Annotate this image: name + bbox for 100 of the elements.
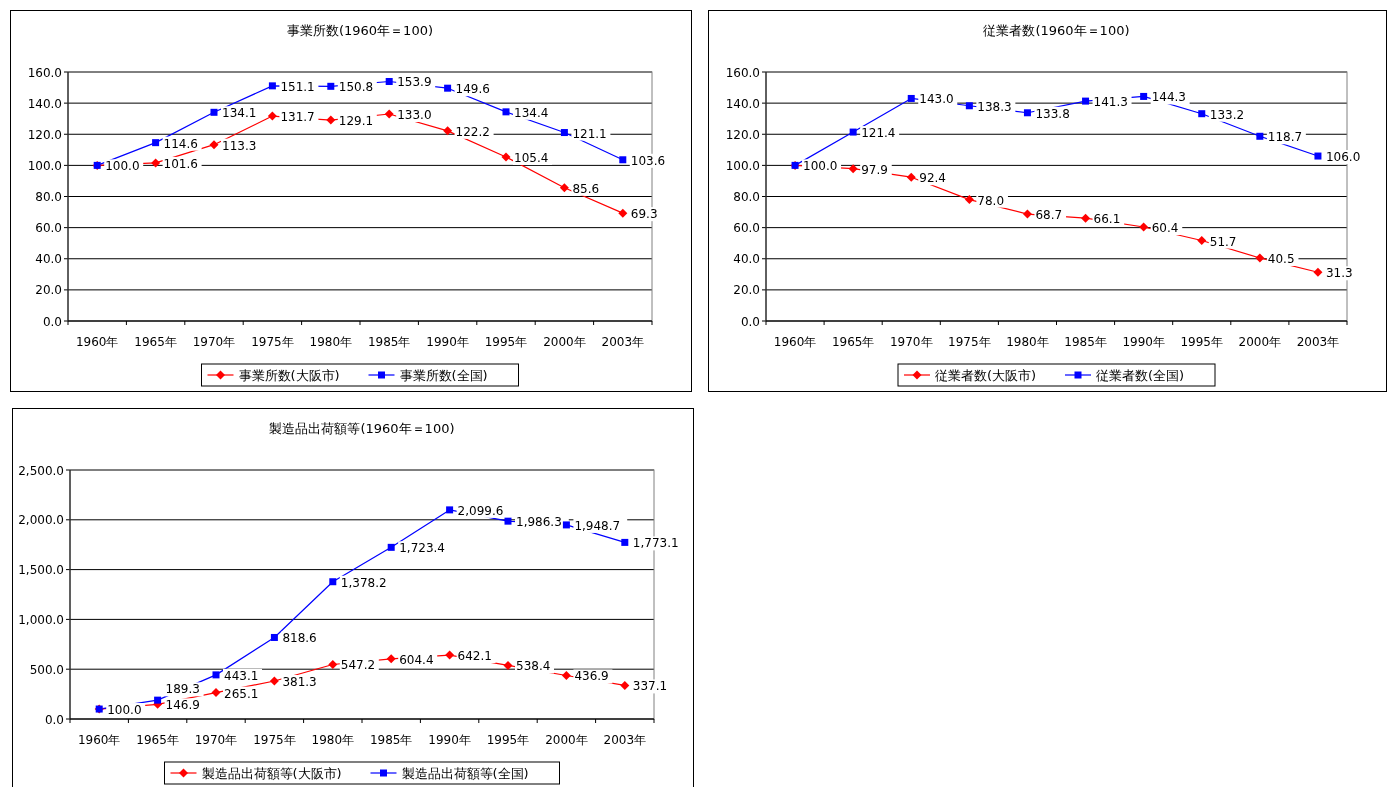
point	[619, 156, 627, 164]
y-tick-label: 40.0	[35, 252, 62, 267]
point	[848, 164, 858, 174]
point	[1023, 109, 1031, 117]
x-tick-label: 1995年	[486, 733, 530, 747]
x-tick-label: 1970年	[192, 335, 236, 349]
data-label: 143.0	[919, 92, 954, 107]
x-tick-label: 1975年	[948, 335, 991, 349]
data-label: 69.3	[630, 207, 658, 222]
data-label: 443.1	[224, 668, 259, 683]
data-label: 40.5	[1267, 251, 1295, 266]
legend-label: 従業者数(大阪市)	[935, 368, 1037, 383]
y-tick-label: 60.0	[733, 221, 760, 236]
data-label: 51.7	[1209, 234, 1237, 249]
point	[384, 109, 394, 119]
point	[849, 128, 857, 136]
data-label: 1,378.2	[340, 575, 387, 590]
point	[444, 84, 452, 92]
data-label: 133.8	[1035, 106, 1070, 121]
point	[1140, 92, 1148, 100]
data-label: 538.4	[516, 659, 551, 674]
chart-title: 製造品出荷額等(1960年＝100)	[269, 421, 455, 436]
point	[154, 696, 162, 704]
x-tick-label: 1980年	[309, 335, 353, 349]
data-label: 547.2	[340, 658, 376, 673]
point	[152, 139, 160, 147]
point	[562, 521, 570, 529]
legend-label: 製造品出荷額等(全国)	[401, 766, 529, 781]
point	[1313, 267, 1323, 277]
y-tick-label: 60.0	[35, 221, 62, 236]
point	[210, 108, 218, 116]
x-tick-label: 1965年	[831, 335, 875, 349]
x-tick-label: 2000年	[545, 733, 588, 747]
data-label: 1,948.7	[574, 518, 621, 533]
data-label: 122.2	[455, 124, 490, 139]
data-label: 1,986.3	[516, 515, 562, 530]
y-tick-label: 2,500.0	[18, 463, 64, 478]
point	[212, 671, 220, 679]
y-tick-label: 80.0	[733, 190, 760, 204]
y-tick-label: 140.0	[725, 96, 760, 111]
data-label: 1,723.4	[399, 541, 446, 556]
legend-label: 製造品出荷額等(大阪市)	[201, 766, 342, 781]
data-label: 141.3	[1093, 95, 1128, 110]
point	[445, 650, 455, 660]
point	[560, 129, 568, 137]
data-label: 103.6	[630, 153, 666, 168]
y-tick-label: 0.0	[44, 712, 64, 727]
point	[267, 111, 277, 121]
y-tick-label: 0.0	[42, 314, 62, 329]
data-label: 436.9	[574, 669, 609, 684]
x-tick-label: 2003年	[1296, 335, 1340, 349]
x-tick-label: 1980年	[1006, 335, 1049, 349]
y-tick-label: 20.0	[35, 283, 62, 298]
point	[446, 506, 454, 514]
data-label: 97.9	[861, 162, 888, 177]
data-label: 100.0	[803, 159, 838, 174]
x-tick-label: 1990年	[428, 733, 471, 747]
chart-title: 事業所数(1960年＝100)	[286, 23, 434, 38]
y-tick-label: 160.0	[725, 65, 760, 80]
x-tick-label: 1970年	[194, 733, 238, 747]
data-label: 131.7	[280, 110, 315, 125]
point	[621, 538, 629, 546]
legend-label: 事業所数(大阪市)	[238, 368, 340, 383]
point	[965, 102, 973, 110]
point	[1255, 253, 1265, 263]
point	[269, 676, 279, 686]
x-tick-label: 1960年	[773, 335, 817, 349]
x-tick-label: 2000年	[1238, 335, 1282, 349]
data-label: 114.6	[163, 136, 198, 151]
x-tick-label: 1995年	[1180, 335, 1224, 349]
data-label: 101.6	[163, 156, 198, 171]
y-tick-label: 1,500.0	[18, 563, 64, 578]
point	[906, 172, 916, 182]
data-label: 604.4	[399, 652, 434, 667]
y-tick-label: 140.0	[27, 96, 62, 111]
y-tick-label: 20.0	[733, 283, 760, 298]
data-label: 85.6	[572, 181, 600, 196]
data-label: 265.1	[224, 686, 259, 701]
point	[1198, 110, 1206, 118]
data-label: 134.1	[222, 106, 257, 121]
point	[386, 654, 396, 664]
data-label: 92.4	[919, 171, 946, 186]
point	[1081, 213, 1091, 223]
point	[385, 77, 393, 85]
data-label: 68.7	[1035, 208, 1063, 223]
point	[329, 578, 337, 586]
legend-label: 従業者数(全国)	[1096, 368, 1185, 383]
x-tick-label: 1960年	[77, 733, 121, 747]
x-tick-label: 2000年	[543, 335, 586, 349]
y-tick-label: 160.0	[27, 65, 62, 80]
data-label: 146.9	[165, 698, 200, 713]
point	[964, 195, 974, 205]
data-label: 144.3	[1151, 90, 1187, 105]
point	[270, 633, 278, 641]
data-label: 113.3	[222, 138, 257, 153]
x-tick-label: 1990年	[426, 335, 469, 349]
data-label: 149.6	[455, 82, 490, 97]
data-label: 100.0	[105, 159, 140, 174]
x-tick-label: 1975年	[253, 733, 296, 747]
point	[1256, 132, 1264, 140]
